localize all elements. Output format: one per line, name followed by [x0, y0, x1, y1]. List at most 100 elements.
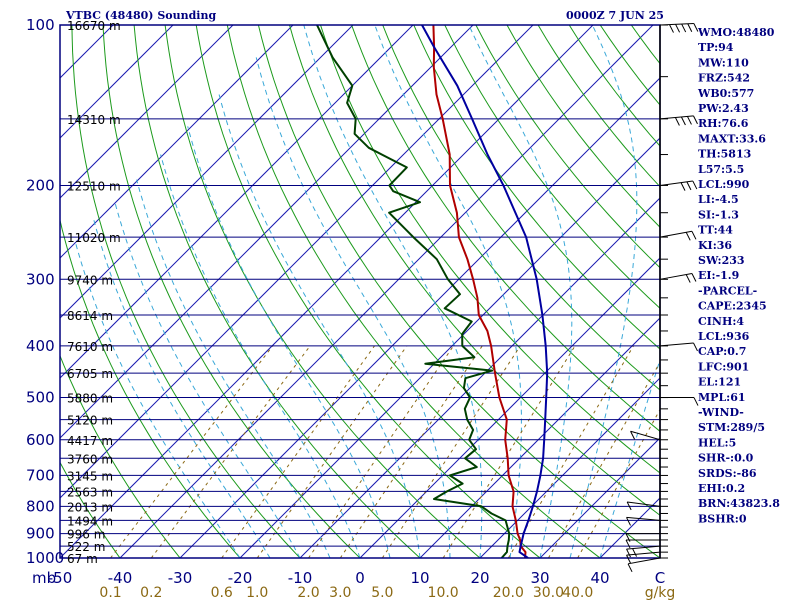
wind-barb [659, 230, 697, 241]
index-item: -PARCEL- [698, 284, 757, 297]
wind-barb-flag [681, 23, 687, 33]
temperature-tick-label: -40 [108, 569, 133, 587]
index-item: LCL:990 [698, 178, 750, 191]
pressure-tick-label: 400 [26, 337, 55, 355]
wind-barb [659, 180, 698, 191]
isotherm-line [119, 25, 654, 558]
wind-barb-flag [626, 517, 631, 526]
temperature-tick-label: 40 [590, 569, 609, 587]
height-label: 5880 m [67, 392, 113, 406]
height-label: 996 m [67, 528, 105, 542]
mixing-ratio-label: 1.0 [246, 585, 268, 600]
temperature-tick-label: 10 [410, 569, 429, 587]
wind-barb [625, 533, 660, 542]
height-label: 6705 m [67, 367, 113, 381]
index-item: FRZ:542 [698, 72, 750, 85]
pressure-tick-label: 200 [26, 176, 55, 194]
index-item: EHI:0.2 [698, 482, 745, 495]
dry-adiabat-line [71, 25, 301, 558]
pressure-tick-label: 500 [26, 389, 55, 407]
axes [59, 24, 661, 559]
mixing-ratio-line [442, 345, 576, 558]
pressure-unit-label: mb [32, 569, 56, 587]
wind-barb-shaft [626, 551, 661, 556]
wind-barb [659, 115, 698, 126]
index-item: L57:5.5 [698, 163, 744, 176]
pressure-tick-label: 300 [26, 270, 55, 288]
height-label: 7610 m [67, 340, 113, 354]
index-item: EI:-1.9 [698, 269, 739, 282]
isotherm-line [60, 25, 414, 379]
wind-barb [659, 272, 697, 283]
height-label: 4417 m [67, 434, 113, 448]
index-item: LFC:901 [698, 360, 749, 373]
wind-profile [625, 23, 699, 573]
pressure-tick-label: 1000 [26, 549, 64, 567]
wind-barb [626, 516, 661, 526]
dry-adiabat-line [506, 25, 660, 228]
height-label: 3145 m [67, 469, 113, 483]
mixing-ratio-line [577, 408, 660, 558]
temperature-tick-label: -20 [228, 569, 253, 587]
chart-title: VTBC (48480) Sounding [65, 9, 216, 22]
wind-barb-flag [630, 431, 636, 440]
wind-barb-flag [693, 397, 699, 406]
wind-barb-flag [627, 563, 633, 573]
wind-barb-flag [669, 24, 674, 33]
index-item: TT:44 [698, 224, 733, 237]
wind-barb [660, 397, 699, 406]
index-item: SI:-1.3 [698, 208, 739, 221]
sounding-time: 0000Z 7 JUN 25 [566, 9, 664, 22]
background-lines [60, 25, 660, 558]
dry-adiabat-line [351, 25, 660, 432]
mixing-ratio-label: 0.1 [99, 585, 121, 600]
dry-adiabat-line [164, 25, 481, 558]
indices-panel: WMO:48480 TP:94 MW:110 FRZ:542 WB0:577 PW:2.4… [697, 26, 780, 525]
wind-barb [659, 342, 698, 352]
mixing-ratio-line [308, 345, 454, 558]
mixing-ratio-line [256, 345, 408, 558]
index-item: LI:-4.5 [698, 193, 739, 206]
mixing-ratio-unit: g/kg [645, 585, 676, 600]
wind-barb-shaft [627, 557, 661, 565]
wind-barb-shaft [626, 545, 661, 550]
mixing-ratio-line [507, 345, 634, 558]
dry-adiabat-line [568, 25, 660, 147]
index-item: BSHR:0 [698, 512, 747, 525]
index-item: SRDS:-86 [698, 467, 757, 480]
dry-adiabat-line [257, 25, 660, 558]
height-label: 8614 m [67, 309, 113, 323]
wind-barb-flag [632, 548, 637, 557]
index-item: STM:289/5 [698, 421, 765, 434]
height-label: 12510 m [67, 179, 121, 193]
moist-adiabat-line [218, 94, 421, 558]
dry-adiabat-line [60, 354, 181, 558]
temperature-tick-label: 30 [530, 569, 549, 587]
mixing-ratio-line [221, 345, 375, 558]
index-item: LCL:936 [698, 330, 750, 343]
height-label: 2013 m [67, 500, 113, 514]
wind-barb-flag [675, 24, 681, 33]
moist-adiabat-line [114, 202, 301, 558]
wind-barb-flag [626, 554, 631, 564]
wind-barb [630, 430, 661, 441]
wind-barb-flag [674, 117, 680, 126]
isotherm-line [179, 77, 660, 558]
dry-adiabat-line [537, 25, 660, 188]
wind-barb [626, 545, 661, 558]
height-label: 14310 m [67, 113, 121, 127]
index-item: SHR-:0.0 [698, 452, 754, 465]
wind-barb-shaft [627, 501, 661, 507]
height-label: 3760 m [67, 452, 113, 466]
isotherm-line [60, 25, 474, 439]
height-label: 9740 m [67, 273, 113, 287]
dry-adiabat-line [289, 25, 660, 516]
isotherm-line [239, 137, 660, 558]
height-label: 2563 m [67, 485, 113, 499]
isotherm-line [60, 25, 354, 319]
height-label: 11020 m [67, 231, 121, 245]
dry-adiabat-line [382, 25, 660, 391]
index-item: RH:76.6 [698, 117, 749, 130]
pressure-tick-label: 700 [26, 466, 55, 484]
mixing-ratio-line [150, 345, 311, 558]
